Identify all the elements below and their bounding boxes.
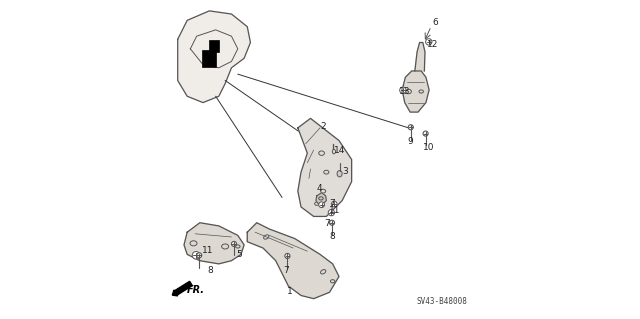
Circle shape	[330, 220, 335, 225]
Ellipse shape	[337, 171, 342, 177]
Polygon shape	[316, 193, 326, 204]
Circle shape	[408, 125, 413, 130]
Text: SV43-B48008: SV43-B48008	[416, 297, 467, 306]
Polygon shape	[298, 118, 351, 216]
Polygon shape	[415, 42, 425, 71]
Text: 4: 4	[317, 184, 323, 193]
Text: FR.: FR.	[186, 285, 205, 295]
Text: 7: 7	[330, 199, 335, 208]
Circle shape	[232, 241, 237, 247]
Text: 3: 3	[343, 167, 349, 176]
Circle shape	[285, 253, 290, 258]
Text: 13: 13	[399, 87, 410, 96]
Text: 10: 10	[423, 143, 435, 152]
Circle shape	[196, 253, 202, 258]
Circle shape	[332, 201, 337, 207]
Text: 8: 8	[330, 232, 335, 241]
Text: 6: 6	[432, 19, 438, 27]
Text: 14: 14	[334, 145, 346, 154]
Polygon shape	[247, 223, 339, 299]
Circle shape	[192, 251, 200, 259]
FancyBboxPatch shape	[202, 50, 216, 67]
Circle shape	[400, 87, 406, 93]
Text: 1: 1	[287, 287, 292, 296]
Circle shape	[426, 39, 432, 45]
Text: 5: 5	[236, 250, 242, 259]
Circle shape	[319, 202, 324, 208]
Polygon shape	[402, 71, 429, 112]
Text: 7: 7	[324, 219, 330, 228]
Polygon shape	[184, 223, 244, 264]
FancyArrow shape	[172, 281, 193, 296]
Circle shape	[328, 210, 335, 216]
Text: 7: 7	[283, 266, 289, 275]
Text: 11: 11	[202, 246, 214, 255]
Text: 12: 12	[427, 40, 438, 49]
Circle shape	[423, 131, 428, 136]
Text: 8: 8	[208, 266, 214, 275]
Polygon shape	[178, 11, 250, 103]
Text: 11: 11	[329, 206, 340, 215]
Text: 2: 2	[320, 122, 326, 131]
FancyBboxPatch shape	[209, 40, 220, 52]
Text: 9: 9	[407, 137, 413, 146]
